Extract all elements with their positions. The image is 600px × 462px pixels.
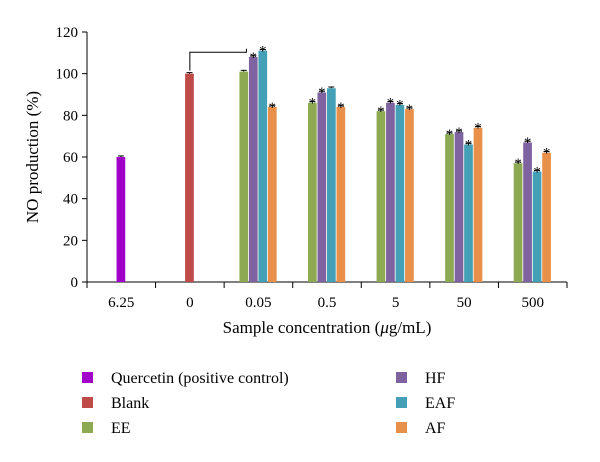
bar-af [473, 127, 483, 282]
x-tick-label: 6.25 [108, 295, 134, 311]
significance-marker: * [259, 44, 267, 60]
comparison-bracket [189, 48, 247, 71]
plot-area: 0 20 40 60 80 100 120 6.25 0 0.05 0.5 5 50 500 Sample … [23, 25, 568, 337]
bar-hf [523, 142, 532, 282]
bar-af [267, 107, 277, 282]
bar-blank [185, 73, 194, 283]
x-tick-label: 500 [521, 295, 544, 311]
legend-swatch [396, 372, 407, 383]
bar-ee [513, 163, 523, 282]
bar-ee [376, 111, 386, 283]
legend-label: AF [425, 420, 446, 437]
bar-hf [454, 132, 464, 282]
x-tick-label: 0.5 [318, 295, 337, 311]
bar-eaf [258, 50, 268, 282]
legend: Quercetin (positive control) Blank EE HF EAF… [82, 370, 455, 437]
legend-label: EE [111, 420, 131, 437]
legend-swatch [396, 422, 407, 433]
y-tick-label: 40 [63, 192, 78, 208]
x-tick-label: 50 [457, 295, 472, 311]
bar-af [336, 107, 346, 282]
bar-eaf [532, 171, 542, 282]
significance-marker: * [250, 50, 258, 66]
bar-af [405, 109, 414, 282]
significance-marker: * [269, 100, 277, 116]
significance-marker: * [309, 96, 317, 112]
y-tick-label: 60 [63, 150, 78, 166]
x-tick-label: 0.05 [245, 295, 271, 311]
significance-marker: * [465, 137, 473, 153]
bar-quercetin [116, 157, 126, 282]
bar-af [542, 152, 551, 282]
bar-hf [248, 57, 258, 282]
y-tick-label: 100 [56, 67, 79, 83]
significance-marker: * [318, 85, 326, 101]
y-tick-label: 120 [56, 25, 79, 41]
significance-marker: * [533, 164, 541, 180]
y-tick-label: 0 [71, 275, 79, 291]
significance-marker: * [455, 125, 463, 141]
y-tick-label: 80 [63, 108, 78, 124]
significance-marker: * [514, 156, 522, 172]
significance-marker: * [377, 104, 385, 120]
x-tick-label: 5 [392, 295, 400, 311]
x-tick-label: 0 [186, 295, 194, 311]
bar-ee [239, 71, 249, 282]
legend-swatch [82, 372, 93, 383]
bar-eaf [395, 104, 405, 283]
bar-ee [445, 134, 454, 282]
significance-marker: * [387, 96, 395, 112]
bar-eaf [464, 144, 473, 282]
y-tick-label: 20 [63, 233, 78, 249]
bar-eaf [327, 88, 336, 282]
bar-ee [308, 102, 317, 282]
y-axis-title: NO production (%) [23, 91, 42, 223]
significance-marker: * [337, 100, 345, 116]
bar-hf [386, 102, 395, 282]
significance-marker: * [446, 127, 454, 143]
legend-label: HF [425, 370, 446, 387]
x-axis-title: Sample concentration (μg/mL) [223, 318, 432, 337]
significance-marker: * [406, 102, 414, 118]
significance-marker: * [524, 135, 532, 151]
legend-swatch [82, 422, 93, 433]
legend-swatch [396, 397, 407, 408]
legend-label: EAF [425, 395, 455, 412]
bar-hf [317, 92, 327, 283]
significance-marker: * [474, 121, 482, 137]
legend-label: Blank [111, 395, 149, 412]
significance-marker: * [543, 146, 551, 162]
legend-swatch [82, 397, 93, 408]
legend-label: Quercetin (positive control) [111, 370, 289, 387]
significance-marker: * [396, 98, 404, 114]
